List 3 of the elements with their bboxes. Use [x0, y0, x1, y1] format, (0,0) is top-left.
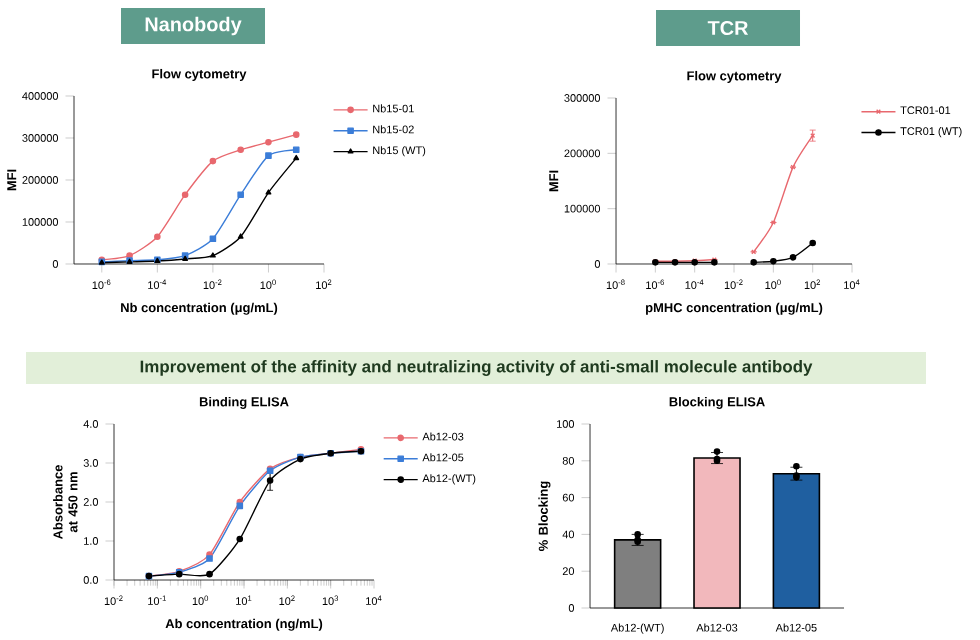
chart-title: Nanobody	[145, 16, 242, 36]
text: Improvement of the affinity and neutralizing activity of anti-small molecule antibody	[140, 360, 813, 376]
chart-title: TCR	[707, 20, 749, 36]
